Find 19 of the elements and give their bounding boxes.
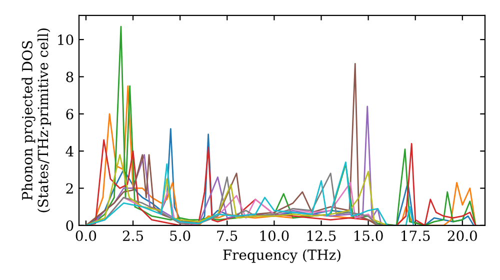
line-series [85,162,414,226]
x-tick-label: 0.0 [76,230,96,242]
y-tick-label: 4 [66,146,74,156]
x-tick-label: 2.5 [122,230,143,242]
x-tick-label: 5.0 [170,230,190,242]
y-axis-title: Phonon projected DOS (States/THz·primitive cell) [22,28,51,212]
y-tick-label: 2 [66,183,73,194]
line-series [85,154,388,226]
x-tick-label: 7.5 [217,230,238,242]
y-tick-label: 10 [58,34,74,46]
x-axis-title: Frequency (THz) [223,249,340,263]
x-tick-label: 12.5 [307,230,336,242]
y-tick-label: 6 [66,108,74,120]
y-tick-label: 8 [66,72,74,82]
x-tick-label: 20.0 [448,230,477,242]
y-tick-label: 0 [66,220,74,231]
x-tick-label: 10.0 [260,230,289,242]
x-tick-label: 15.0 [354,230,383,242]
x-tick-label: 17.5 [402,230,430,242]
